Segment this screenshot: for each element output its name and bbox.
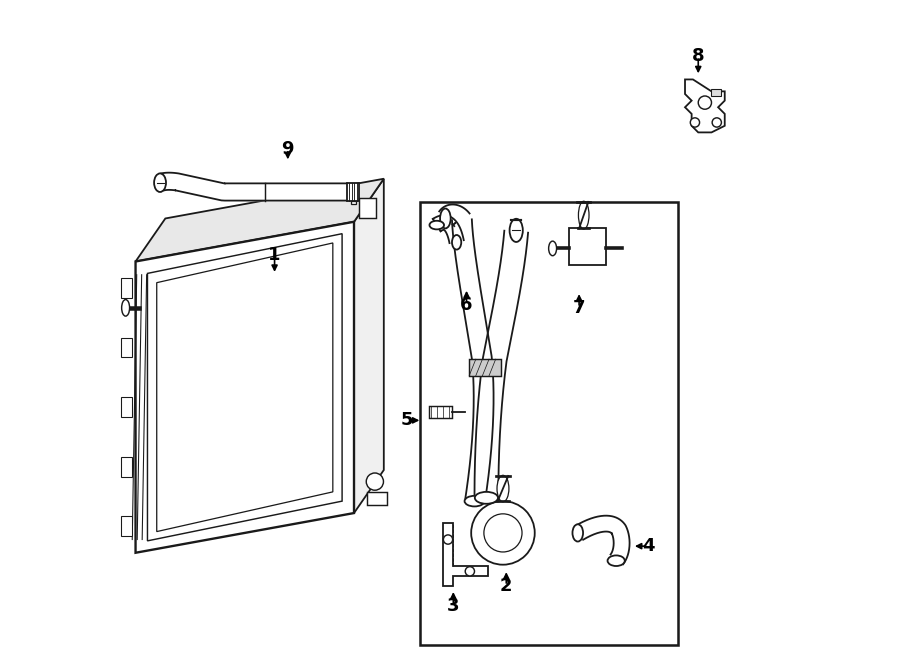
- Polygon shape: [121, 397, 132, 417]
- Polygon shape: [121, 516, 132, 536]
- Polygon shape: [569, 228, 606, 265]
- Circle shape: [484, 514, 522, 552]
- Polygon shape: [452, 219, 493, 501]
- Polygon shape: [474, 230, 528, 496]
- Polygon shape: [121, 457, 132, 477]
- Ellipse shape: [572, 524, 583, 542]
- Circle shape: [366, 473, 383, 490]
- Polygon shape: [712, 89, 722, 96]
- Circle shape: [472, 501, 535, 565]
- Ellipse shape: [429, 221, 444, 229]
- Ellipse shape: [464, 496, 484, 506]
- Polygon shape: [347, 183, 359, 201]
- Polygon shape: [157, 243, 333, 532]
- Polygon shape: [121, 278, 132, 298]
- Ellipse shape: [497, 475, 508, 502]
- Text: 7: 7: [572, 299, 585, 317]
- Text: 8: 8: [692, 47, 705, 66]
- Text: 3: 3: [447, 596, 460, 615]
- Circle shape: [712, 118, 722, 127]
- Ellipse shape: [440, 209, 451, 228]
- Polygon shape: [428, 406, 452, 418]
- Ellipse shape: [154, 173, 166, 192]
- Polygon shape: [160, 173, 347, 201]
- Circle shape: [698, 96, 712, 109]
- Text: 1: 1: [268, 246, 281, 264]
- Circle shape: [465, 567, 474, 576]
- Polygon shape: [367, 491, 387, 504]
- Ellipse shape: [549, 241, 556, 256]
- Text: 4: 4: [643, 537, 655, 555]
- Ellipse shape: [122, 300, 130, 316]
- Ellipse shape: [509, 218, 523, 242]
- Polygon shape: [136, 222, 354, 553]
- Circle shape: [444, 535, 453, 544]
- Ellipse shape: [452, 235, 462, 250]
- Polygon shape: [439, 205, 470, 226]
- Text: 2: 2: [500, 577, 512, 595]
- Polygon shape: [136, 179, 383, 261]
- Polygon shape: [433, 215, 464, 243]
- Text: 5: 5: [400, 411, 413, 430]
- Ellipse shape: [608, 555, 625, 566]
- Polygon shape: [685, 79, 724, 132]
- Polygon shape: [575, 516, 630, 564]
- Polygon shape: [351, 201, 356, 204]
- Text: 9: 9: [282, 140, 294, 158]
- Polygon shape: [359, 198, 376, 218]
- Ellipse shape: [475, 492, 498, 504]
- Polygon shape: [469, 359, 501, 376]
- Polygon shape: [148, 234, 342, 541]
- Polygon shape: [121, 338, 132, 357]
- Polygon shape: [354, 179, 383, 513]
- Polygon shape: [444, 523, 489, 586]
- Ellipse shape: [579, 201, 589, 229]
- Circle shape: [690, 118, 699, 127]
- Text: 6: 6: [460, 295, 473, 314]
